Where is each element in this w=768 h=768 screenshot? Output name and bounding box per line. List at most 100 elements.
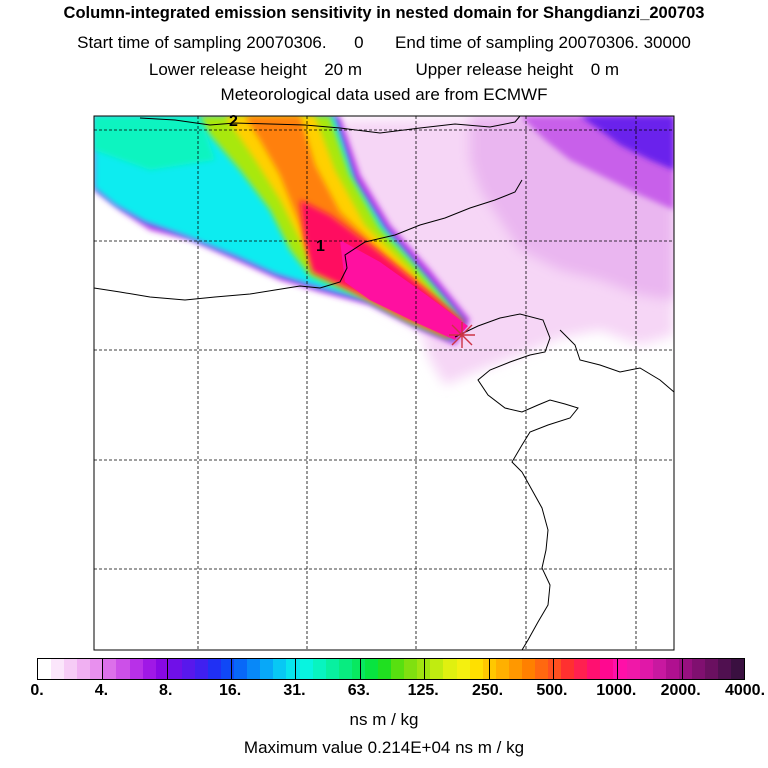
colorbar-tick-label: 0. xyxy=(30,682,44,699)
colorbar-divider xyxy=(424,659,426,679)
colorbar-segment xyxy=(508,659,522,679)
colorbar-segment xyxy=(704,659,719,679)
receptor-marker xyxy=(449,322,475,348)
colorbar-segment xyxy=(181,659,195,679)
contour-label-2: 2 xyxy=(229,113,238,130)
colorbar-units: ns m / kg xyxy=(349,710,419,729)
colorbar-segment xyxy=(731,659,745,679)
colorbar-segment xyxy=(404,659,418,679)
colorbar-segment xyxy=(194,659,209,679)
start-hour-value: 0 xyxy=(354,33,364,52)
colorbar-segment xyxy=(77,659,91,679)
colorbar-divider xyxy=(359,659,361,679)
colorbar-segment xyxy=(51,659,65,679)
colorbar-segment xyxy=(247,659,261,679)
colorbar-segment xyxy=(534,659,549,679)
start-time-label: Start time of sampling xyxy=(77,33,242,52)
colorbar-segment xyxy=(718,659,732,679)
colorbar-segment xyxy=(456,659,470,679)
colorbar-segment xyxy=(639,659,653,679)
colorbar-segment xyxy=(613,659,627,679)
colorbar-segment xyxy=(103,659,117,679)
colorbar-tick-label: 125. xyxy=(407,682,439,699)
colorbar-segment xyxy=(129,659,143,679)
colorbar-divider xyxy=(488,659,490,679)
colorbar-tick-label: 4000. xyxy=(724,682,766,699)
graticule xyxy=(94,116,674,650)
colorbar-segment xyxy=(234,659,248,679)
colorbar-segment xyxy=(443,659,457,679)
colorbar-divider xyxy=(102,659,104,679)
colorbar-segment xyxy=(417,659,431,679)
lower-release-label: Lower release height xyxy=(148,60,307,79)
coastline-peninsula xyxy=(559,329,674,393)
colorbar-segment xyxy=(351,659,365,679)
colorbar-segment xyxy=(208,659,222,679)
met-data-line: Meteorological data used are from ECMWF xyxy=(220,85,548,104)
colorbar-tick-label: 63. xyxy=(347,682,370,699)
sampling-time-line: Start time of sampling 20070306. 0 End t… xyxy=(0,33,768,53)
colorbar-segment xyxy=(587,659,601,679)
colorbar-segment xyxy=(665,659,679,679)
colorbar-segment xyxy=(574,659,588,679)
colorbar-segment xyxy=(325,659,339,679)
colorbar-segment xyxy=(626,659,640,679)
colorbar-segment xyxy=(38,659,52,679)
map-frame xyxy=(93,115,675,651)
colorbar-segment xyxy=(116,659,130,679)
colorbar-divider xyxy=(231,659,233,679)
colorbar-segment xyxy=(64,659,78,679)
colorbar-divider xyxy=(681,659,683,679)
end-time-value: 20070306. 30000 xyxy=(558,33,691,52)
colorbar-segment xyxy=(469,659,483,679)
colorbar-segment xyxy=(299,659,313,679)
colorbar-tick-label: 250. xyxy=(471,682,504,699)
sensitivity-zone-blue xyxy=(580,116,674,170)
colorbar-segment xyxy=(364,659,379,679)
lower-release-value: 20 m xyxy=(324,60,362,79)
colorbar-tick-label: 16. xyxy=(218,682,242,699)
upper-release-label: Upper release height xyxy=(415,60,574,79)
sensitivity-zone-magenta xyxy=(340,240,468,340)
colorbar-tick-label: 4. xyxy=(94,682,109,699)
colorbar-segment xyxy=(600,659,614,679)
colorbar-segment xyxy=(338,659,352,679)
colorbar-segment xyxy=(691,659,705,679)
colorbar-segment xyxy=(155,659,169,679)
plot-title: Column-integrated emission sensitivity i… xyxy=(63,4,705,22)
colorbar-segment xyxy=(652,659,666,679)
colorbar-segment xyxy=(561,659,575,679)
colorbar-segment xyxy=(286,659,300,679)
max-value-line: Maximum value 0.214E+04 ns m / kg xyxy=(243,738,525,757)
colorbar-divider xyxy=(295,659,297,679)
colorbar-divider xyxy=(166,659,168,679)
sensitivity-zone-teal xyxy=(94,116,215,170)
colorbar-segment xyxy=(90,659,104,679)
colorbar-segment xyxy=(521,659,535,679)
colorbar-tick-label: 31. xyxy=(283,682,306,699)
coastline-north xyxy=(139,116,521,134)
colorbar-segment xyxy=(260,659,274,679)
colorbar-segment xyxy=(142,659,156,679)
colorbar-segment xyxy=(430,659,444,679)
colorbar-tick-label: 2000. xyxy=(660,682,701,699)
colorbar-tick-label: 8. xyxy=(159,682,173,699)
colorbar-segment xyxy=(312,659,326,679)
coastlines xyxy=(94,116,674,650)
colorbar-segment xyxy=(378,659,392,679)
colorbar-divider xyxy=(552,659,554,679)
colorbar-segment xyxy=(391,659,405,679)
end-time-label: End time of sampling xyxy=(395,33,554,52)
contour-label-1: 1 xyxy=(316,238,325,255)
start-time-value: 20070306. xyxy=(246,33,327,52)
colorbar-segment xyxy=(495,659,509,679)
colorbar-segment xyxy=(273,659,287,679)
colorbar-segment xyxy=(221,659,235,679)
colorbar-tick-label: 500. xyxy=(536,682,568,699)
colorbar-segment xyxy=(168,659,182,679)
colorbar xyxy=(37,658,745,680)
colorbar-tick-label: 1000. xyxy=(596,682,637,699)
colorbar-segment xyxy=(548,659,562,679)
upper-release-value: 0 m xyxy=(590,60,620,79)
